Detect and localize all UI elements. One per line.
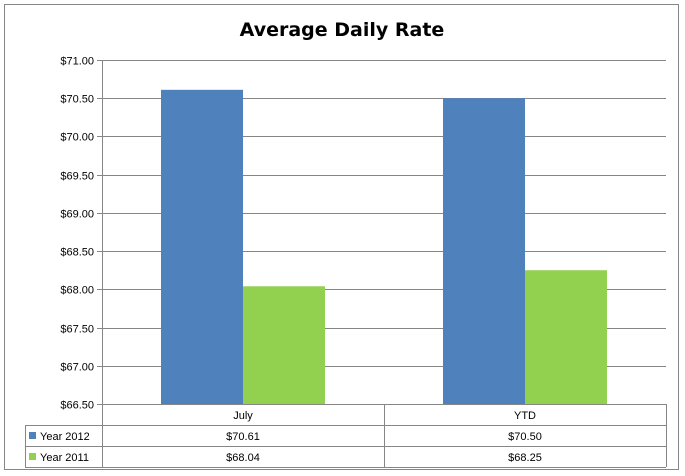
bar [243,286,325,404]
bar [525,270,607,404]
y-tick-label: $69.50 [60,171,94,183]
data-table: July YTD Year 2012 $70.61 $70.50 Year 2011 $68… [25,404,667,468]
y-tick-label: $67.50 [60,324,94,336]
y-tick-label: $68.50 [60,247,94,259]
legend-swatch [29,432,36,439]
y-tick-label: $70.00 [60,132,94,144]
y-tick-label: $68.00 [60,285,94,297]
y-tick-label: $66.50 [60,400,94,412]
bar [161,89,243,405]
chart-frame: Average Daily Rate $66.50 $67.00 $67.50 $68… [4,4,679,470]
chart-title: Average Daily Rate [240,19,445,41]
bars [161,89,607,405]
y-tick-label: $70.50 [60,94,94,106]
y-tick-label: $67.00 [60,362,94,374]
data-label: $68.04 [226,452,260,464]
data-label: $70.61 [226,431,260,443]
chart-svg: Average Daily Rate $66.50 $67.00 $67.50 $68… [25,19,667,468]
y-axis-ticks: $66.50 $67.00 $67.50 $68.00 $68.50 $69.00 $69.… [60,56,94,412]
x-tick-label: YTD [514,410,536,422]
y-tick-label: $69.00 [60,209,94,221]
bar [443,98,525,404]
x-tick-label: July [233,410,253,422]
y-tick-label: $71.00 [60,56,94,68]
data-label: $70.50 [508,431,542,443]
legend-swatch [29,453,36,460]
data-label: $68.25 [508,452,542,464]
legend-label: Year 2012 [40,431,90,443]
legend-label: Year 2011 [40,452,89,464]
